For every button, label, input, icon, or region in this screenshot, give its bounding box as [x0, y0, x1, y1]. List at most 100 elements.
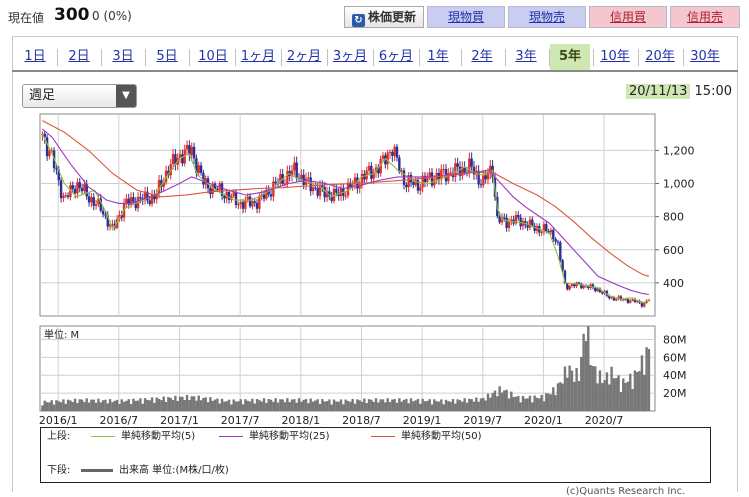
volume-bar [330, 404, 333, 411]
volume-bar [241, 404, 245, 411]
volume-bar [416, 398, 420, 411]
volume-bar [106, 403, 109, 411]
candle-body [449, 172, 452, 174]
candle-body [612, 297, 616, 301]
tab-5d[interactable]: 5日 [156, 49, 178, 64]
candle-body [395, 146, 399, 158]
volume-bar [43, 400, 46, 411]
tab-30y[interactable]: 30年 [690, 49, 720, 64]
volume-bar [125, 400, 128, 411]
volume-bar [374, 398, 378, 411]
margin-buy-button[interactable]: 信用買 [589, 6, 667, 28]
candle-body [577, 282, 581, 284]
candle-body [169, 164, 172, 176]
candle-body [587, 286, 590, 289]
volume-bar [52, 404, 56, 411]
candle-body [174, 154, 177, 165]
volume-bar [370, 399, 373, 411]
volume-bar [66, 399, 70, 411]
candle-body [197, 165, 200, 173]
tab-divider [235, 49, 236, 66]
tab-1y[interactable]: 1年 [427, 49, 449, 64]
volume-bar [426, 400, 429, 411]
spot-buy-button[interactable]: 現物買 [427, 6, 505, 28]
volume-bar [45, 402, 49, 411]
tab-20y[interactable]: 20年 [645, 49, 675, 64]
candle-body [484, 175, 487, 180]
volume-bar [83, 402, 86, 411]
candle-body [262, 194, 266, 199]
volume-bar [407, 403, 410, 411]
candle-body [227, 191, 231, 200]
candle-body [178, 154, 182, 159]
candle-body [608, 295, 611, 299]
candle-body [542, 224, 546, 232]
volume-bar [524, 398, 527, 411]
tab-1m[interactable]: 1ヶ月 [240, 49, 276, 64]
candle-body [454, 163, 457, 177]
volume-bar [517, 395, 520, 411]
period-select[interactable]: 週足 ▼ [22, 84, 137, 108]
volume-bar [321, 399, 324, 411]
volume-bar [120, 399, 123, 411]
candle-body [80, 188, 84, 192]
tab-3m[interactable]: 3ヶ月 [332, 49, 368, 64]
candle-body [132, 197, 135, 202]
candle-body [479, 184, 483, 186]
volume-bar [164, 401, 168, 411]
candle-body [598, 288, 602, 293]
tab-1d[interactable]: 1日 [24, 49, 46, 64]
tab-2y[interactable]: 2年 [471, 49, 493, 64]
candle-body [269, 194, 273, 197]
candle-body [230, 195, 233, 200]
candle-body [232, 191, 235, 196]
tab-6m[interactable]: 6ヶ月 [378, 49, 414, 64]
volume-bar [244, 399, 247, 411]
candle-body [463, 166, 466, 173]
candle-body [127, 198, 130, 205]
candle-body [246, 196, 249, 200]
candle-body [386, 152, 389, 165]
tab-10d[interactable]: 10日 [198, 49, 228, 64]
volume-bar [475, 397, 478, 411]
volume-bar [484, 400, 487, 411]
volume-bar [234, 401, 238, 411]
volume-bar [400, 401, 403, 411]
candle-body [573, 283, 576, 287]
volume-bar [603, 380, 606, 411]
candle-body [407, 175, 410, 188]
volume-bar [344, 399, 347, 411]
tab-3y[interactable]: 3年 [515, 49, 537, 64]
candle-body [519, 217, 522, 227]
refresh-price-button[interactable]: ↻ 株価更新 [344, 6, 424, 28]
volume-bar [295, 402, 298, 411]
spot-sell-button[interactable]: 現物売 [508, 6, 586, 28]
legend-ma5-label: 単純移動平均(5) [121, 431, 196, 442]
candle-body [591, 284, 595, 288]
candle-body [360, 173, 364, 185]
candle-body [379, 158, 382, 174]
candle-body [90, 197, 93, 203]
volume-bar [638, 370, 641, 411]
candle-body [134, 201, 137, 209]
volume-bar [423, 401, 427, 411]
tab-5y[interactable]: 5年 [550, 44, 590, 70]
candle-body [328, 191, 331, 197]
tab-divider [638, 49, 639, 66]
tab-2m[interactable]: 2ヶ月 [286, 49, 322, 64]
volume-bar [251, 398, 254, 411]
candle-body [199, 165, 203, 173]
volume-bar [356, 399, 359, 411]
candle-body [601, 292, 604, 294]
tab-3d[interactable]: 3日 [112, 49, 134, 64]
volume-bar [533, 395, 536, 411]
tab-2d[interactable]: 2日 [68, 49, 90, 64]
candle-body [223, 195, 226, 199]
candle-body [330, 196, 333, 201]
margin-sell-button[interactable]: 信用売 [670, 6, 740, 28]
tab-10y[interactable]: 10年 [600, 49, 630, 64]
ma50-line [42, 120, 650, 277]
candle-body [358, 184, 361, 189]
volume-bar [577, 381, 581, 411]
volume-bar [225, 401, 228, 411]
